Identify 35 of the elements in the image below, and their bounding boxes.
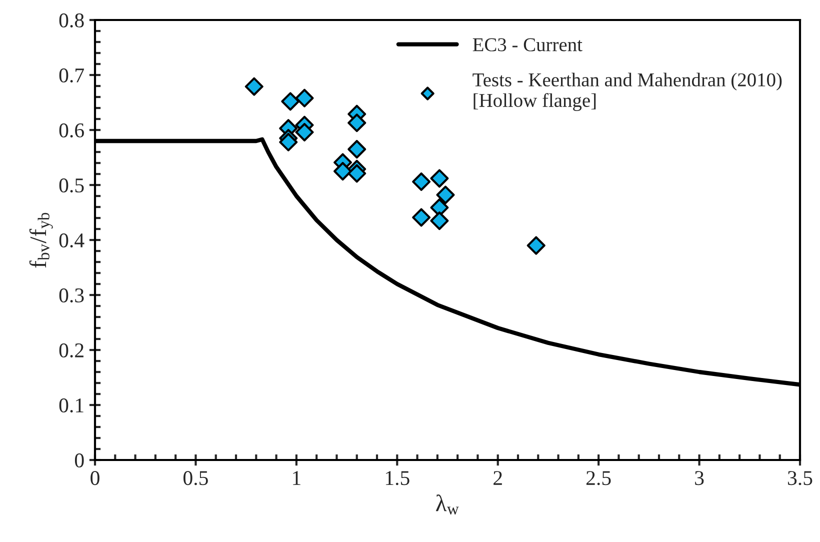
y-tick-label: 0.5 <box>59 178 84 193</box>
point <box>412 172 431 191</box>
point <box>348 140 366 159</box>
y-tick-label: 0.4 <box>59 233 84 248</box>
x-tick-label: 0 <box>90 471 100 486</box>
point <box>295 122 314 142</box>
point <box>412 208 431 227</box>
x-tick-label: 3.5 <box>788 471 812 486</box>
x-axis-title: λ$_{w}$ <box>436 494 459 515</box>
x-tick-label: 1.5 <box>386 471 410 486</box>
legend-label: EC3 - Current <box>472 38 582 52</box>
x-tick-label: 2 <box>494 471 502 485</box>
y-tick-label: 0.1 <box>59 398 84 413</box>
point <box>436 186 455 204</box>
x-tick-label: 2.5 <box>586 471 611 486</box>
point <box>281 92 300 111</box>
y-axis-title: f$_{bv}$/f$_{yb}$ <box>29 212 53 268</box>
y-tick-label: 0.2 <box>59 343 84 358</box>
point <box>348 164 366 183</box>
point <box>244 77 264 96</box>
x-tick-label: 0.5 <box>183 471 208 486</box>
x-tick-label: 1 <box>293 471 300 485</box>
legend-label: Tests - Keerthan and Mahendran (2010) [Hollow flange] <box>472 72 782 112</box>
y-tick-label: 0.3 <box>59 288 84 303</box>
y-tick-label: 0.6 <box>59 123 84 138</box>
y-tick-label: 0 <box>74 453 84 468</box>
point <box>526 236 546 255</box>
x-tick-label: 3 <box>695 471 704 486</box>
point <box>348 114 366 132</box>
y-tick-label: 0.7 <box>59 68 84 83</box>
point <box>430 169 449 188</box>
point <box>430 211 449 230</box>
point <box>279 132 298 152</box>
y-tick-label: 0.8 <box>59 13 84 28</box>
point <box>295 88 314 108</box>
